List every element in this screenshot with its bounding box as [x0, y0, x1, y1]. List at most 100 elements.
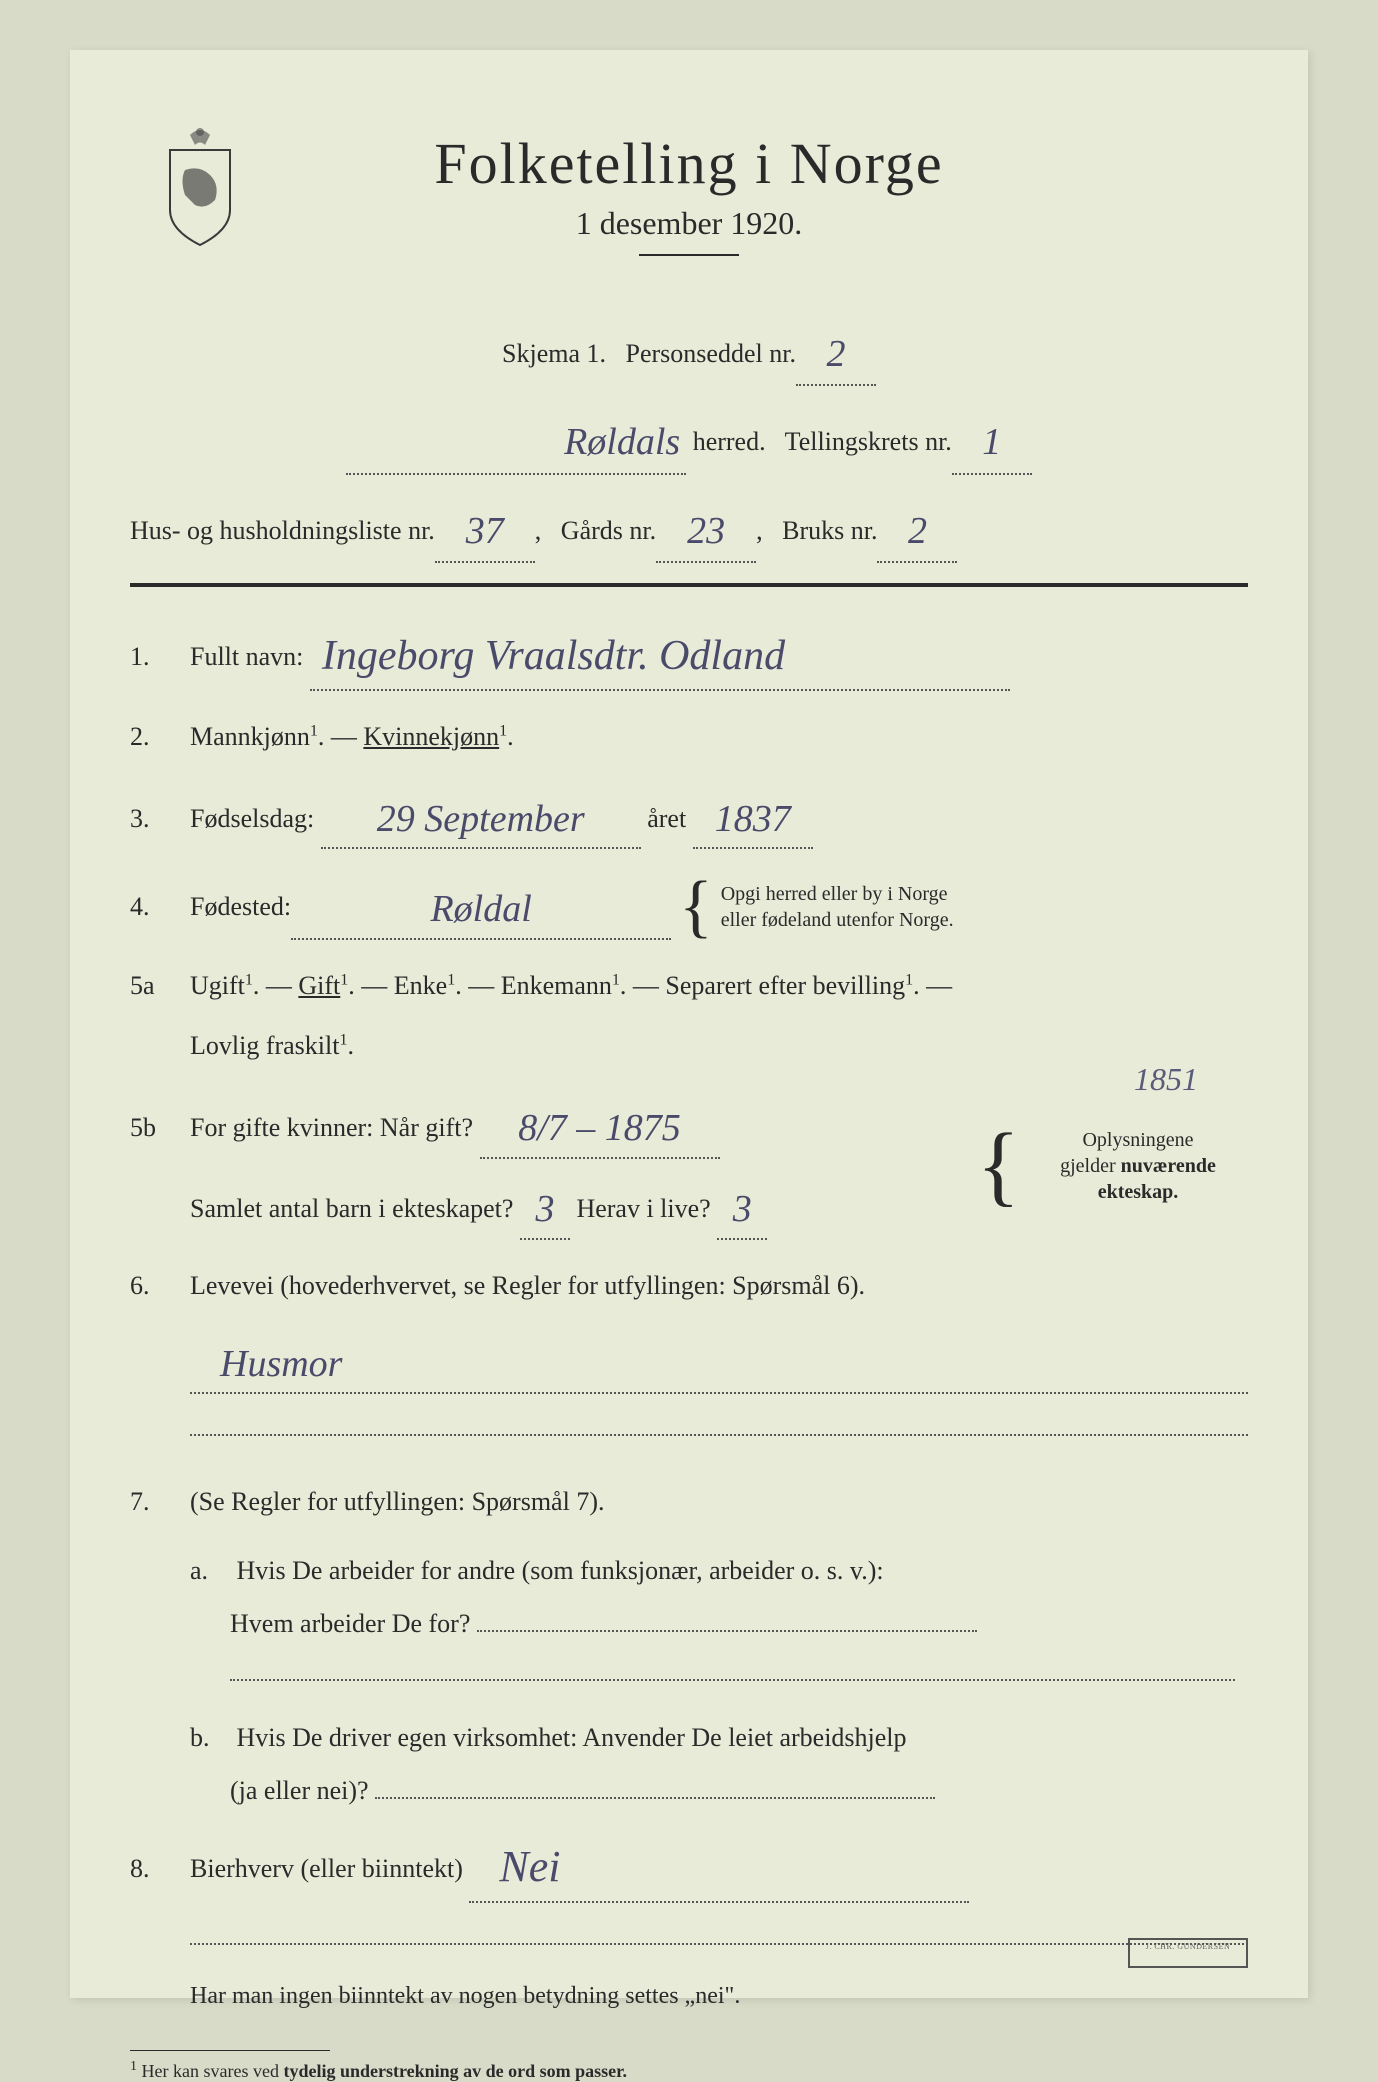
- bruks-field: 2: [877, 493, 957, 563]
- question-6: 6. Levevei (hovederhvervet, se Regler fo…: [130, 1264, 1248, 1451]
- q5b-label3: Herav i live?: [576, 1194, 710, 1223]
- q8-value: Nei: [499, 1842, 560, 1891]
- q6-value: Husmor: [220, 1343, 342, 1385]
- question-7a: a. Hvis De arbeider for andre (som funks…: [190, 1549, 1248, 1686]
- q6-body: Levevei (hovederhvervet, se Regler for u…: [190, 1264, 1248, 1451]
- coat-of-arms-icon: [150, 120, 250, 250]
- bruks-value: 2: [908, 510, 927, 552]
- shield-svg: [150, 120, 250, 250]
- meta-line-3: Hus- og husholdningsliste nr. 37 , Gårds…: [130, 493, 1248, 563]
- herred-value: Røldals: [564, 421, 680, 463]
- q4-body: Fødested: Røldal { Opgi herred eller by …: [190, 873, 1248, 940]
- q7a-field: [477, 1630, 977, 1632]
- q7b-line2: (ja eller nei)?: [230, 1776, 1248, 1806]
- question-4: 4. Fødested: Røldal { Opgi herred eller …: [130, 873, 1248, 940]
- brace-icon-5b: {: [977, 1134, 1020, 1197]
- footnote: 1 Her kan svares ved tydelig understrekn…: [130, 2040, 1248, 2082]
- q7-num: 7.: [130, 1480, 190, 1524]
- footnote-num: 1: [130, 2059, 137, 2074]
- q5b-note2: gjelder nuværende: [1028, 1153, 1248, 1179]
- title-block: Folketelling i Norge 1 desember 1920.: [434, 130, 943, 286]
- q5b-line1: For gifte kvinner: Når gift? 8/7 – 1875: [190, 1092, 969, 1159]
- q2-sep: . —: [318, 722, 364, 751]
- q5b-value2: 3: [535, 1188, 554, 1230]
- q7b-label: b.: [190, 1716, 230, 1760]
- q2-opt-mann: Mannkjønn: [190, 722, 310, 751]
- q8-num: 8.: [130, 1847, 190, 1891]
- gards-field: 23: [656, 493, 756, 563]
- q7b-text1: Hvis De driver egen virksomhet: Anvender…: [237, 1723, 907, 1752]
- meta-line-1: Skjema 1. Personseddel nr. 2: [130, 316, 1248, 386]
- gards-label: , Gårds nr.: [535, 508, 656, 555]
- census-form: Folketelling i Norge 1 desember 1920. Sk…: [70, 50, 1308, 1998]
- q5b-num: 5b: [130, 1106, 190, 1150]
- divider-rule: [130, 583, 1248, 587]
- q3-label: Fødselsdag:: [190, 804, 314, 833]
- q2-end: .: [507, 722, 514, 751]
- question-8: 8. Bierhverv (eller biinntekt) Nei: [130, 1826, 1248, 1959]
- q5a-line2: Lovlig fraskilt1.: [190, 1024, 1248, 1068]
- q1-field: Ingeborg Vraalsdtr. Odland: [310, 617, 1010, 690]
- q7a-label: a.: [190, 1549, 230, 1593]
- footnote-rule: [130, 2050, 330, 2051]
- q4-note: { Opgi herred eller by i Norge eller fød…: [671, 881, 953, 933]
- personseddel-nr-value: 2: [826, 333, 845, 375]
- q4-label: Fødested:: [190, 885, 291, 929]
- husliste-field: 37: [435, 493, 535, 563]
- husliste-value: 37: [466, 510, 504, 552]
- q3-day-value: 29 September: [377, 798, 585, 840]
- question-7: 7. (Se Regler for utfyllingen: Spørsmål …: [130, 1480, 1248, 1524]
- main-title: Folketelling i Norge: [434, 130, 943, 197]
- q4-note-line2: eller fødeland utenfor Norge.: [721, 907, 954, 933]
- q5b-label2: Samlet antal barn i ekteskapet?: [190, 1194, 513, 1223]
- q5a-opt6: Lovlig fraskilt: [190, 1031, 339, 1060]
- skjema-label: Skjema 1. Personseddel nr.: [502, 331, 796, 378]
- q5b-margin-note: 1851: [1134, 1052, 1198, 1106]
- q2-opt-kvinne: Kvinnekjønn: [363, 722, 499, 751]
- q5a-opt2: Gift: [298, 971, 340, 1000]
- personseddel-nr-field: 2: [796, 316, 876, 386]
- title-underline: [639, 254, 739, 256]
- q5a-opt4: Enkemann: [501, 971, 612, 1000]
- q1-body: Fullt navn: Ingeborg Vraalsdtr. Odland: [190, 617, 1248, 690]
- q5b-body: For gifte kvinner: Når gift? 8/7 – 1875 …: [190, 1092, 1248, 1239]
- q8-field-2: [190, 1943, 1248, 1945]
- question-3: 3. Fødselsdag: 29 September året 1837: [130, 783, 1248, 850]
- q7a-line2: Hvem arbeider De for?: [230, 1609, 1248, 1639]
- q3-year-value: 1837: [715, 798, 791, 840]
- q5b-field1: 8/7 – 1875: [480, 1092, 720, 1159]
- q5a-opt5: Separert efter bevilling: [665, 971, 905, 1000]
- tellingskrets-value: 1: [982, 421, 1001, 463]
- q4-num: 4.: [130, 885, 190, 929]
- q8-label: Bierhverv (eller biinntekt): [190, 1854, 463, 1883]
- question-1: 1. Fullt navn: Ingeborg Vraalsdtr. Odlan…: [130, 617, 1248, 690]
- q3-year-label: året: [647, 804, 692, 833]
- q4-note-line1: Opgi herred eller by i Norge: [721, 881, 954, 907]
- q2-body: Mannkjønn1. — Kvinnekjønn1.: [190, 715, 1248, 759]
- tellingskrets-field: 1: [952, 404, 1032, 474]
- printer-stamp: J. CHR. GUNDERSEN: [1128, 1938, 1248, 1968]
- q8-field: Nei: [469, 1826, 969, 1903]
- question-5b: 5b For gifte kvinner: Når gift? 8/7 – 18…: [130, 1092, 1248, 1239]
- q2-num: 2.: [130, 715, 190, 759]
- q3-day-field: 29 September: [321, 783, 641, 850]
- q8-body: Bierhverv (eller biinntekt) Nei: [190, 1826, 1248, 1959]
- footer-note: Har man ingen biinntekt av nogen betydni…: [190, 1983, 1248, 2010]
- q5a-body: Ugift1. — Gift1. — Enke1. — Enkemann1. —…: [190, 964, 1248, 1068]
- q4-value: Røldal: [430, 888, 531, 930]
- question-7b: b. Hvis De driver egen virksomhet: Anven…: [190, 1716, 1248, 1806]
- q5b-field3: 3: [717, 1173, 767, 1240]
- form-header: Folketelling i Norge 1 desember 1920.: [130, 130, 1248, 286]
- q3-body: Fødselsdag: 29 September året 1837: [190, 783, 1248, 850]
- q5a-opt1: Ugift: [190, 971, 245, 1000]
- q7b-text2: (ja eller nei)?: [230, 1776, 369, 1805]
- brace-icon: {: [679, 882, 713, 931]
- q3-num: 3.: [130, 797, 190, 841]
- q3-year-field: 1837: [693, 783, 813, 850]
- q7a-field-2: [230, 1679, 1235, 1681]
- meta-line-2: Røldals herred. Tellingskrets nr. 1: [130, 404, 1248, 474]
- q5a-opt3: Enke: [394, 971, 447, 1000]
- q5b-note3: ekteskap.: [1028, 1179, 1248, 1205]
- q6-num: 6.: [130, 1264, 190, 1308]
- bruks-label: , Bruks nr.: [756, 508, 877, 555]
